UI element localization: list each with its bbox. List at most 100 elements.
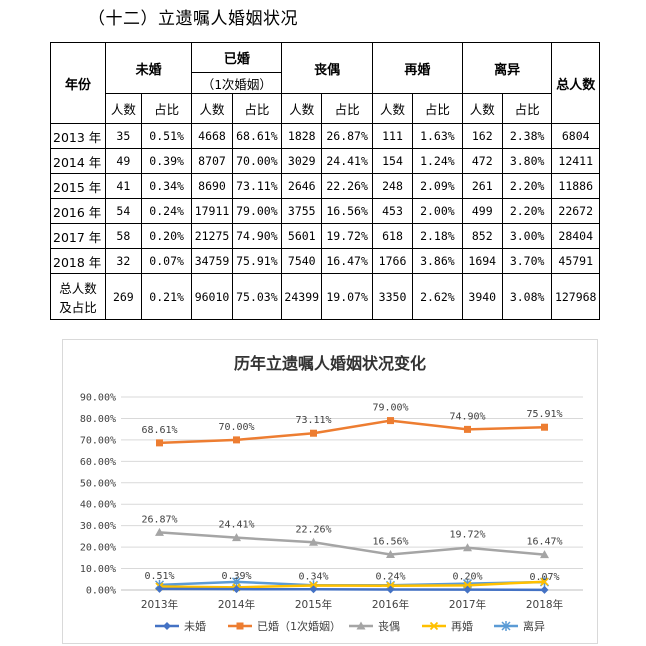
count-cell: 58 — [104, 223, 142, 249]
data-point — [309, 585, 318, 594]
x-tick-label: 2016年 — [372, 598, 409, 611]
data-label: 79.00% — [372, 403, 408, 414]
data-label: 74.90% — [449, 411, 485, 422]
y-tick-label: 0.00% — [86, 586, 116, 597]
data-point — [232, 533, 241, 542]
legend-marker — [163, 622, 171, 630]
ratio-cell: 0.24% — [140, 198, 193, 224]
count-header: 人数 — [461, 93, 503, 124]
ratio-cell: 26.87% — [321, 123, 373, 149]
ratio-header: 占比 — [321, 93, 373, 124]
series-line — [159, 587, 545, 592]
year-cell: 2018 年 — [50, 248, 106, 274]
data-point — [155, 584, 164, 593]
ratio-cell: 16.47% — [321, 248, 373, 274]
data-point — [232, 585, 241, 594]
legend-label: 离异 — [523, 619, 545, 633]
summary-cell: 3350 — [371, 273, 414, 320]
total-cell: 6804 — [551, 123, 600, 149]
data-label: 0.20% — [452, 572, 482, 583]
legend-marker — [501, 621, 511, 631]
ratio-cell: 3.70% — [501, 248, 553, 274]
x-tick-label: 2017年 — [449, 598, 486, 611]
ratio-cell: 0.20% — [140, 223, 193, 249]
data-point — [540, 577, 549, 586]
count-cell: 21275 — [191, 223, 233, 249]
count-cell: 17911 — [191, 198, 233, 224]
table-row: 2015 年 41 0.34% 8690 73.11% 2646 22.26% 248 2.09… — [50, 173, 600, 199]
data-label: 16.56% — [372, 536, 408, 547]
ratio-cell: 3.00% — [501, 223, 553, 249]
ratio-cell: 74.90% — [231, 223, 283, 249]
y-tick-label: 80.00% — [80, 414, 116, 425]
y-tick-label: 90.00% — [80, 393, 116, 404]
marital-status-table: 年份 未婚 已婚 丧偶 再婚 离异 总人数 （1次婚姻） 人数 占比 人数 占比… — [50, 42, 600, 320]
summary-cell: 24399 — [281, 273, 323, 320]
data-label: 24.41% — [218, 520, 254, 531]
count-cell: 618 — [371, 223, 414, 249]
ratio-header: 占比 — [140, 93, 193, 124]
ratio-cell: 24.41% — [321, 148, 373, 174]
count-cell: 2646 — [281, 173, 323, 199]
ratio-cell: 75.91% — [231, 248, 283, 274]
data-point — [463, 581, 472, 590]
count-cell: 162 — [461, 123, 503, 149]
summary-cell: 96010 — [191, 273, 233, 320]
summary-cell: 0.21% — [140, 273, 193, 320]
y-tick-label: 30.00% — [80, 521, 116, 532]
count-cell: 41 — [104, 173, 142, 199]
summary-total: 127968 — [551, 273, 600, 320]
data-point — [540, 550, 549, 559]
section-title: （十二）立遗嘱人婚姻状况 — [88, 9, 298, 29]
data-label: 73.11% — [295, 415, 331, 426]
group-header-married: 已婚 — [191, 42, 283, 73]
count-cell: 1694 — [461, 248, 503, 274]
legend-marker — [429, 621, 439, 631]
count-header: 人数 — [371, 93, 414, 124]
y-tick-label: 50.00% — [80, 478, 116, 489]
ratio-cell: 3.80% — [501, 148, 553, 174]
year-header: 年份 — [50, 42, 106, 124]
x-tick-label: 2014年 — [218, 598, 255, 611]
count-cell: 1766 — [371, 248, 414, 274]
table-row: 2018 年 32 0.07% 34759 75.91% 7540 16.47% 1766 3.… — [50, 248, 600, 274]
data-point — [463, 543, 472, 552]
summary-label-line2: 及占比 — [59, 299, 97, 315]
count-cell: 8690 — [191, 173, 233, 199]
data-label: 16.47% — [526, 537, 562, 548]
ratio-cell: 19.72% — [321, 223, 373, 249]
count-cell: 54 — [104, 198, 142, 224]
year-cell: 2016 年 — [50, 198, 106, 224]
count-cell: 499 — [461, 198, 503, 224]
chart-title: 历年立遗嘱人婚姻状况变化 — [234, 354, 426, 373]
group-header-widowed: 丧偶 — [281, 42, 373, 94]
data-point — [464, 425, 471, 433]
data-label: 26.87% — [141, 514, 177, 525]
data-point — [387, 417, 394, 425]
group-header-divorced: 离异 — [461, 42, 553, 94]
data-point — [309, 537, 318, 546]
summary-label-line1: 总人数 — [59, 280, 97, 296]
ratio-cell: 70.00% — [231, 148, 283, 174]
ratio-cell: 3.86% — [412, 248, 463, 274]
data-label: 19.72% — [449, 530, 485, 541]
table-row: 2014 年 49 0.39% 8707 70.00% 3029 24.41% 154 1.24… — [50, 148, 600, 174]
count-cell: 32 — [104, 248, 142, 274]
data-label: 0.34% — [298, 571, 328, 582]
ratio-cell: 2.38% — [501, 123, 553, 149]
ratio-header: 占比 — [231, 93, 283, 124]
ratio-cell: 2.20% — [501, 198, 553, 224]
chart-svg: 历年立遗嘱人婚姻状况变化 0.00% 10.00% 20.00% 30.00% 40.0… — [80, 354, 583, 633]
series-line — [159, 531, 545, 556]
count-header: 人数 — [104, 93, 142, 124]
summary-cell: 3940 — [461, 273, 503, 320]
ratio-cell: 68.61% — [231, 123, 283, 149]
ratio-cell: 0.51% — [140, 123, 193, 149]
total-cell: 11886 — [551, 173, 600, 199]
count-cell: 3029 — [281, 148, 323, 174]
legend-label: 再婚 — [451, 619, 473, 633]
data-point — [463, 585, 472, 594]
group-subheader-married: （1次婚姻） — [191, 72, 283, 94]
data-label: 22.26% — [295, 524, 331, 535]
count-cell: 49 — [104, 148, 142, 174]
